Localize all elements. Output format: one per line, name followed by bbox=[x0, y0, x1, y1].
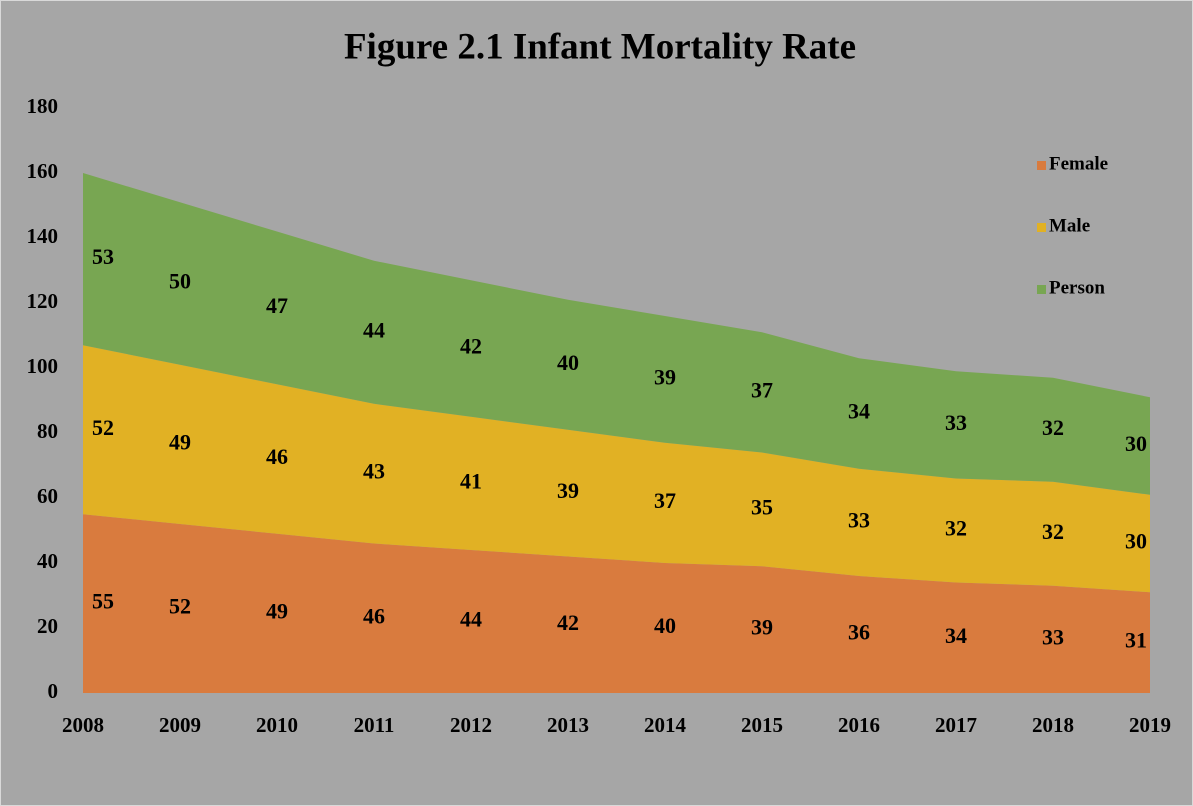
chart-title: Figure 2.1 Infant Mortality Rate bbox=[344, 26, 856, 67]
y-tick-label: 100 bbox=[27, 354, 59, 378]
data-label: 39 bbox=[751, 615, 773, 640]
data-label: 49 bbox=[169, 429, 191, 454]
data-label: 34 bbox=[945, 623, 967, 648]
x-tick-label: 2008 bbox=[62, 713, 104, 737]
data-label: 50 bbox=[169, 269, 191, 294]
data-label: 33 bbox=[1042, 624, 1064, 649]
y-tick-label: 80 bbox=[37, 419, 58, 443]
data-label: 30 bbox=[1125, 529, 1147, 554]
data-label: 32 bbox=[1042, 519, 1064, 544]
data-label: 55 bbox=[92, 589, 114, 614]
data-label: 31 bbox=[1125, 628, 1147, 653]
y-tick-label: 40 bbox=[37, 549, 58, 573]
y-tick-label: 60 bbox=[37, 484, 58, 508]
x-tick-label: 2013 bbox=[547, 713, 589, 737]
data-label: 41 bbox=[460, 468, 482, 493]
data-label: 36 bbox=[848, 620, 870, 645]
legend-label: Male bbox=[1049, 215, 1090, 236]
data-label: 37 bbox=[751, 377, 773, 402]
data-label: 32 bbox=[1042, 415, 1064, 440]
data-label: 39 bbox=[654, 364, 676, 389]
data-label: 33 bbox=[945, 410, 967, 435]
x-tick-label: 2011 bbox=[354, 713, 395, 737]
y-tick-label: 160 bbox=[27, 159, 59, 183]
legend-label: Person bbox=[1049, 277, 1105, 298]
y-tick-label: 120 bbox=[27, 289, 59, 313]
legend-swatch bbox=[1037, 285, 1046, 294]
y-tick-label: 0 bbox=[48, 679, 59, 703]
area bbox=[83, 345, 1150, 593]
data-label: 44 bbox=[460, 607, 482, 632]
data-label: 43 bbox=[363, 459, 385, 484]
x-tick-label: 2019 bbox=[1129, 713, 1171, 737]
data-label: 53 bbox=[92, 244, 114, 269]
legend-swatch bbox=[1037, 161, 1046, 170]
data-label: 40 bbox=[654, 613, 676, 638]
data-label: 46 bbox=[363, 603, 385, 628]
data-label: 49 bbox=[266, 598, 288, 623]
data-label: 34 bbox=[848, 399, 870, 424]
data-label: 52 bbox=[92, 415, 114, 440]
x-tick-label: 2018 bbox=[1032, 713, 1074, 737]
data-label: 33 bbox=[848, 507, 870, 532]
data-label: 30 bbox=[1125, 431, 1147, 456]
area bbox=[83, 173, 1150, 495]
data-label: 32 bbox=[945, 516, 967, 541]
data-label: 39 bbox=[557, 478, 579, 503]
area bbox=[83, 514, 1150, 693]
data-label: 37 bbox=[654, 488, 676, 513]
x-tick-label: 2015 bbox=[741, 713, 783, 737]
y-tick-label: 140 bbox=[27, 224, 59, 248]
data-label: 46 bbox=[266, 444, 288, 469]
data-label: 42 bbox=[557, 610, 579, 635]
y-tick-label: 180 bbox=[27, 94, 59, 118]
x-tick-label: 2012 bbox=[450, 713, 492, 737]
data-label: 47 bbox=[266, 293, 288, 318]
data-label: 40 bbox=[557, 350, 579, 375]
data-label: 52 bbox=[169, 594, 191, 619]
x-tick-label: 2009 bbox=[159, 713, 201, 737]
data-label: 44 bbox=[363, 317, 385, 342]
data-label: 35 bbox=[751, 494, 773, 519]
x-tick-label: 2014 bbox=[644, 713, 687, 737]
y-tick-label: 20 bbox=[37, 614, 58, 638]
legend-swatch bbox=[1037, 223, 1046, 232]
x-tick-label: 2017 bbox=[935, 713, 977, 737]
x-tick-label: 2016 bbox=[838, 713, 880, 737]
legend-label: Female bbox=[1049, 153, 1108, 174]
x-tick-label: 2010 bbox=[256, 713, 298, 737]
data-label: 42 bbox=[460, 334, 482, 359]
